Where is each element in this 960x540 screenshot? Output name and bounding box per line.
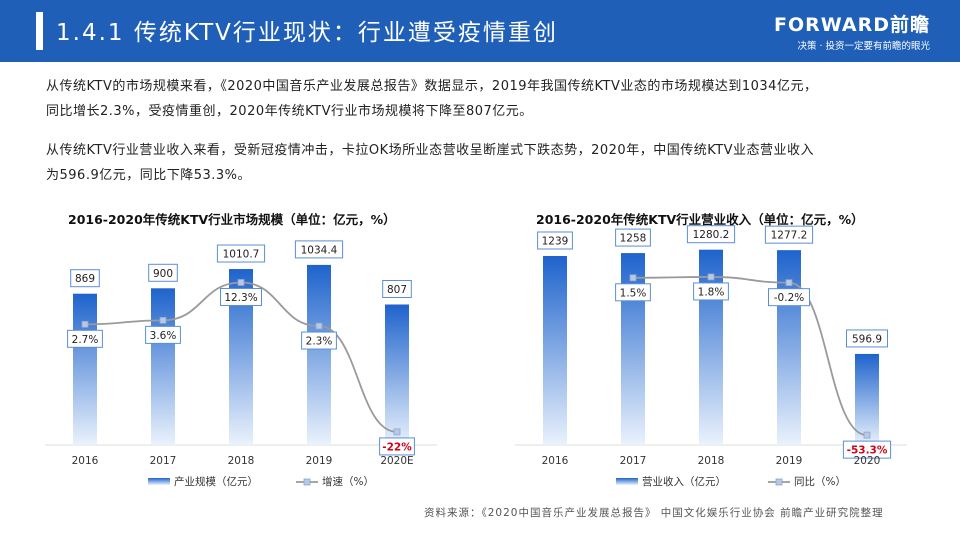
paragraph-revenue: 从传统KTV行业营业收入来看，受新冠疫情冲击，卡拉OK场所业态营收呈断崖式下跌态…: [46, 138, 926, 188]
brand-name: FORWARD前瞻: [774, 14, 930, 36]
bar-label-box: [148, 263, 178, 282]
x-tick-label: 2020E: [380, 455, 413, 467]
bar: [307, 264, 331, 445]
bar-label-box: [382, 279, 412, 298]
growth-label-box: [379, 437, 415, 456]
bar-label-box: [294, 240, 344, 259]
header-banner: 1.4.1 传统KTV行业现状：行业遭受疫情重创 FORWARD前瞻 决策 · …: [0, 0, 960, 62]
growth-label: -53.3%: [847, 445, 888, 457]
paragraph-line: 从传统KTV行业营业收入来看，受新冠疫情冲击，卡拉OK场所业态营收呈断崖式下跌态…: [46, 143, 815, 158]
bar-label: 900: [153, 268, 173, 280]
page-title: 1.4.1 传统KTV行业现状：行业遭受疫情重创: [56, 20, 558, 46]
x-tick-label: 2016: [72, 455, 99, 467]
bar-label-box: [686, 225, 736, 244]
growth-label: 12.3%: [224, 292, 257, 304]
bar-label: 869: [75, 273, 95, 285]
growth-line: [632, 276, 868, 437]
legend-bar-label: 营业收入（亿元）: [642, 475, 726, 488]
growth-label-box: [145, 325, 181, 344]
brand-slogan: 决策 · 投资一定要有前瞻的眼光: [797, 41, 930, 52]
bar-label: 1258: [620, 233, 647, 245]
bar-label: 596.9: [852, 333, 882, 345]
growth-label-box: [768, 288, 810, 307]
legend-bar-swatch: [148, 478, 170, 485]
legend-bar-swatch: [616, 478, 638, 485]
x-tick-label: 2016: [542, 455, 569, 467]
bar: [151, 288, 175, 445]
chart-title-market-size: 2016-2020年传统KTV行业市场规模（单位：亿元，%）: [68, 212, 396, 227]
x-tick-label: 2017: [150, 455, 177, 467]
bar-label-box: [70, 269, 100, 288]
bar: [543, 255, 567, 445]
growth-label-box: [301, 331, 337, 350]
bar-label-box: [764, 225, 814, 244]
legend-line-label: 增速（%）: [322, 475, 374, 488]
bar: [73, 293, 97, 445]
paragraph-line: 从传统KTV的市场规模来看，《2020中国音乐产业发展总报告》数据显示，2019…: [46, 79, 818, 94]
legend-bar-label: 产业规模（亿元）: [174, 475, 258, 488]
growth-point: [785, 279, 793, 287]
bar-label: 1239: [542, 235, 569, 247]
growth-point: [707, 273, 715, 281]
x-tick-label: 2018: [228, 455, 255, 467]
growth-point: [629, 274, 637, 282]
growth-label-box: [220, 287, 262, 306]
growth-label-box: [693, 282, 729, 301]
growth-label-box: [615, 283, 651, 302]
growth-label-box: [842, 440, 892, 459]
growth-label: 3.6%: [150, 330, 177, 342]
growth-point: [393, 428, 401, 436]
bar: [699, 249, 723, 445]
bar-label-box: [216, 244, 266, 263]
legend-line-label: 同比（%）: [794, 475, 846, 488]
paragraph-line: 为596.9亿元，同比下降53.3%。: [46, 168, 252, 183]
bar-label-box: [615, 228, 651, 247]
x-tick-label: 2020: [854, 455, 881, 467]
growth-label: 2.7%: [72, 334, 99, 346]
bar: [385, 304, 409, 445]
x-tick-label: 2019: [306, 455, 333, 467]
bar-label: 807: [387, 284, 407, 296]
growth-label: 1.5%: [620, 287, 647, 299]
growth-label: 2.3%: [306, 336, 333, 348]
bar-label-box: [846, 329, 888, 348]
growth-line: [84, 281, 398, 433]
brand-logo: FORWARD前瞻 决策 · 投资一定要有前瞻的眼光: [774, 10, 930, 52]
growth-point: [159, 316, 167, 324]
bar-label: 1280.2: [693, 229, 730, 241]
bar: [621, 253, 645, 445]
legend-line-marker: [303, 478, 311, 486]
source-note: 资料来源：《2020中国音乐产业发展总报告》 中国文化娱乐行业协会 前瞻产业研究…: [424, 507, 884, 519]
paragraph-market-size: 从传统KTV的市场规模来看，《2020中国音乐产业发展总报告》数据显示，2019…: [46, 74, 926, 124]
growth-point: [237, 279, 245, 286]
bar-label: 1034.4: [301, 244, 338, 256]
bar-label: 1010.7: [223, 249, 260, 261]
growth-point: [81, 320, 89, 328]
growth-point: [863, 431, 871, 439]
legend-line-marker: [775, 478, 783, 486]
growth-label: 1.8%: [698, 286, 725, 298]
x-tick-label: 2017: [620, 455, 647, 467]
growth-label: -22%: [382, 441, 412, 453]
bar-label-box: [537, 231, 573, 250]
x-tick-label: 2018: [698, 455, 725, 467]
growth-label: -0.2%: [774, 292, 804, 304]
chart-title-revenue: 2016-2020年传统KTV行业营业收入（单位：亿元，%）: [536, 212, 864, 227]
growth-label-box: [67, 329, 103, 348]
bar: [855, 353, 879, 445]
growth-point: [315, 322, 323, 330]
paragraph-line: 同比增长2.3%，受疫情重创，2020年传统KTV行业市场规模将下降至807亿元…: [46, 104, 533, 119]
title-accent-bar: [36, 12, 43, 50]
bar-label: 1277.2: [771, 230, 808, 242]
x-tick-label: 2019: [776, 455, 803, 467]
